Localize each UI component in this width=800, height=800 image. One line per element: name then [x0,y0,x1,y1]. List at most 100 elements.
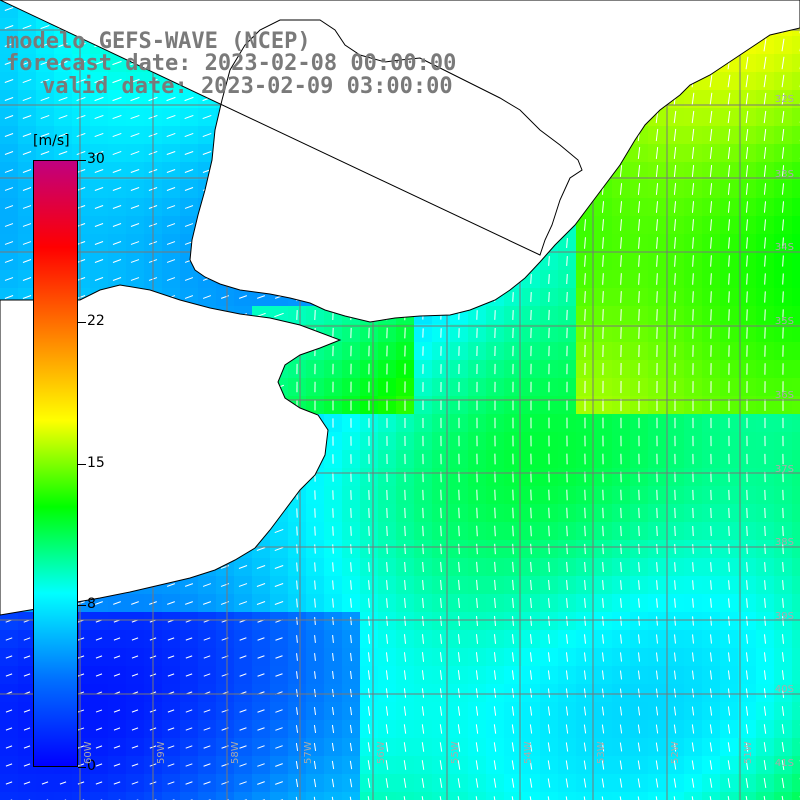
wind-arrow [22,96,32,102]
wind-arrow [367,796,370,800]
wind-arrow [184,151,194,155]
wind-arrow [22,241,32,245]
wind-arrow [76,78,86,84]
wind-arrow [22,205,32,209]
wind-arrow [94,114,104,120]
wind-cell [792,126,800,144]
wind-arrow [77,673,85,677]
wind-arrow [95,781,103,785]
wind-cell [432,792,450,800]
wind-cell [792,72,800,90]
wind-arrow [745,760,749,770]
wind-arrow [130,114,140,120]
wind-arrow [332,526,334,536]
wind-cell [540,792,558,800]
wind-arrow [422,525,424,537]
wind-arrow [709,128,713,142]
wind-arrow [763,724,767,734]
wind-arrow [710,634,712,644]
wind-arrow [710,273,712,285]
wind-arrow [314,635,316,643]
wind-arrow [583,742,587,752]
wind-arrow [565,742,569,752]
latitude-label: 37S [774,464,794,475]
wind-arrow [95,745,103,749]
longitude-label: 52W [670,741,681,764]
wind-arrow [457,724,461,734]
wind-arrow [530,543,532,555]
wind-arrow [367,652,371,662]
wind-arrow [167,781,175,785]
wind-arrow [763,147,767,159]
wind-arrow [167,709,175,713]
wind-arrow [295,760,299,770]
wind-arrow [296,544,298,554]
wind-arrow [691,688,695,698]
wind-arrow [656,580,658,590]
wind-arrow [584,291,586,303]
wind-arrow [745,56,749,70]
wind-arrow [112,277,122,281]
wind-arrow [566,634,568,644]
wind-arrow [512,543,514,555]
wind-arrow [691,760,695,770]
wind-arrow [257,709,265,713]
wind-arrow [601,778,605,788]
wind-arrow [275,781,283,785]
wind-arrow [296,580,298,590]
wind-arrow [656,273,658,285]
wind-arrow [746,598,748,608]
wind-cell [792,324,800,342]
wind-arrow [511,688,515,698]
wind-arrow [332,671,334,679]
wind-arrow [673,688,677,698]
wind-arrow [673,670,677,680]
wind-arrow [656,291,658,303]
wind-arrow [239,763,247,767]
wind-arrow [439,688,443,698]
wind-arrow [764,525,766,537]
wind-arrow [421,688,425,698]
wind-arrow [257,673,265,677]
wind-arrow [440,634,442,644]
wind-arrow [727,670,731,680]
wind-arrow [184,295,194,299]
wind-arrow [584,598,586,608]
wind-cell [360,792,378,800]
wind-arrow [331,760,335,770]
wind-arrow [23,655,31,659]
wind-arrow [764,237,766,249]
wind-arrow [764,562,766,572]
wind-arrow [76,96,86,102]
wind-arrow [763,38,767,52]
wind-arrow [184,187,194,191]
wind-arrow [673,724,677,734]
wind-cell [450,792,468,800]
wind-cell [792,252,800,270]
wind-arrow [674,273,676,285]
wind-arrow [295,743,299,751]
wind-arrow [422,616,424,626]
wind-arrow [673,706,677,716]
wind-arrow [167,637,175,641]
colorbar-tick-mark [78,463,86,465]
wind-arrow [547,670,551,680]
longitude-label: 54W [523,741,534,764]
wind-arrow [655,760,659,770]
wind-arrow [746,544,748,554]
wind-arrow [548,616,550,626]
wind-arrow [131,673,139,677]
wind-arrow [709,778,713,788]
wind-arrow [547,652,551,662]
wind-arrow [781,56,785,70]
wind-arrow [565,796,568,800]
wind-arrow [781,795,784,800]
wind-arrow [529,742,533,752]
wind-arrow [727,147,731,159]
wind-arrow [332,688,334,698]
wind-arrow [95,727,103,731]
wind-arrow [331,742,335,752]
wind-arrow [256,565,266,569]
wind-arrow [239,727,247,731]
wind-arrow [691,724,695,734]
